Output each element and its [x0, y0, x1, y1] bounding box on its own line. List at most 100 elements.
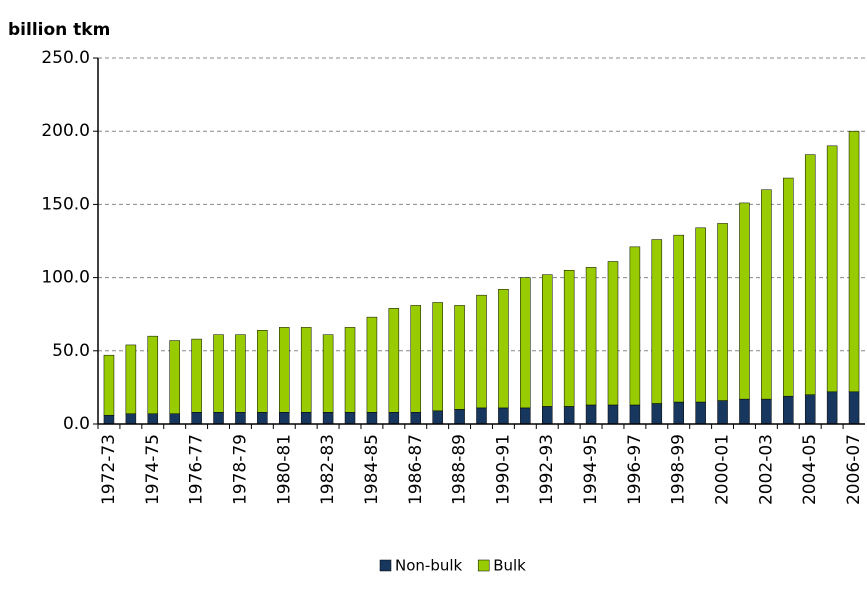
bar-segment	[410, 412, 422, 425]
bar-segment	[739, 398, 750, 425]
bar-segment	[585, 404, 597, 425]
bar-segment	[235, 334, 246, 413]
x-tick-label: 1994-95	[581, 434, 601, 505]
bar-segment	[169, 413, 180, 425]
bar-segment	[476, 294, 487, 409]
bar-segment	[476, 407, 487, 425]
y-tick-label: 50.0	[52, 341, 90, 361]
bar-segment	[673, 401, 684, 425]
bar-segment	[498, 407, 509, 425]
bar-segment	[454, 305, 465, 410]
x-tick-label: 2000-01	[713, 434, 733, 505]
bar-segment	[498, 289, 509, 409]
legend-label: Bulk	[493, 557, 526, 575]
bar-segment	[257, 412, 268, 425]
bar-segment	[585, 267, 597, 406]
bar-segment	[563, 406, 575, 425]
y-tick-label: 150.0	[41, 194, 90, 214]
bar-segment	[848, 130, 860, 393]
bar-segment	[695, 401, 706, 425]
x-tick-label: 1984-85	[362, 434, 382, 505]
legend-swatch	[477, 559, 490, 572]
legend-swatch	[379, 559, 392, 572]
chart-title: billion tkm	[8, 20, 110, 40]
bar-segment	[695, 227, 706, 403]
bar-segment	[541, 406, 553, 425]
x-tick-label: 1990-91	[493, 434, 513, 505]
bar-segment	[848, 391, 860, 425]
bar-segment	[300, 327, 312, 413]
bar-segment	[169, 340, 180, 415]
bar-segment	[410, 305, 422, 413]
bar-segment	[739, 202, 750, 400]
x-tick-label: 2006-07	[844, 434, 864, 505]
x-tick-label: 2004-05	[800, 434, 820, 505]
bar-segment	[366, 316, 378, 413]
bar-segment	[761, 398, 772, 425]
legend-label: Non-bulk	[395, 557, 463, 575]
x-tick-label: 2002-03	[756, 434, 776, 505]
bar-segment	[388, 412, 400, 425]
bar-segment	[826, 145, 838, 393]
bar-segment	[629, 246, 641, 406]
bar-segment	[257, 330, 268, 413]
bar-segment	[783, 395, 794, 425]
bar-segment	[717, 400, 728, 425]
bar-segment	[804, 154, 816, 395]
bar-segment	[783, 177, 794, 397]
bar-segment	[432, 302, 443, 412]
bar-segment	[629, 404, 641, 425]
bar-segment	[651, 403, 663, 425]
bar-segment	[563, 270, 575, 407]
y-tick-label: 0.0	[63, 414, 90, 434]
bar-segment	[607, 404, 619, 425]
bar-segment	[607, 261, 619, 406]
bar-segment	[826, 391, 838, 425]
bar-segment	[300, 412, 312, 425]
y-tick-label: 250.0	[41, 48, 90, 68]
bar-segment	[147, 335, 159, 415]
bar-segment	[322, 412, 334, 425]
y-tick-label: 200.0	[41, 121, 90, 141]
bar-segment	[717, 223, 728, 401]
x-tick-label: 1980-81	[274, 434, 294, 505]
bar-segment	[432, 410, 443, 425]
bar-segment	[103, 354, 115, 416]
y-tick-label: 100.0	[41, 268, 90, 288]
x-tick-label: 1976-77	[187, 434, 207, 505]
bar-segment	[673, 234, 684, 403]
x-tick-label: 1974-75	[143, 434, 163, 505]
x-tick-label: 1998-99	[669, 434, 689, 505]
bar-segment	[125, 344, 137, 415]
bar-segment	[213, 334, 224, 413]
x-tick-label: 1972-73	[99, 434, 119, 505]
x-tick-label: 1986-87	[406, 434, 426, 505]
bar-segment	[191, 338, 202, 413]
bar-segment	[235, 412, 246, 425]
bar-segment	[366, 412, 378, 425]
x-tick-label: 1982-83	[318, 434, 338, 505]
x-tick-label: 1992-93	[537, 434, 557, 505]
bar-segment	[125, 413, 137, 425]
bar-segment	[213, 412, 224, 425]
bar-segment	[761, 189, 772, 400]
bar-segment	[191, 412, 202, 425]
bar-segment	[454, 409, 465, 425]
bar-segment	[322, 334, 334, 413]
bar-segment	[279, 412, 290, 425]
bar-segment	[520, 407, 531, 425]
bar-segment	[344, 327, 356, 413]
bar-segment	[279, 327, 290, 413]
x-tick-label: 1988-89	[450, 434, 470, 505]
bar-segment	[103, 414, 115, 425]
bar-segment	[541, 274, 553, 407]
x-tick-label: 1978-79	[230, 434, 250, 505]
bar-segment	[147, 413, 159, 425]
x-tick-label: 1996-97	[625, 434, 645, 505]
bar-segment	[388, 308, 400, 413]
bar-segment	[344, 412, 356, 425]
bar-segment	[804, 394, 816, 425]
bar-segment	[520, 277, 531, 409]
bar-segment	[651, 239, 663, 404]
